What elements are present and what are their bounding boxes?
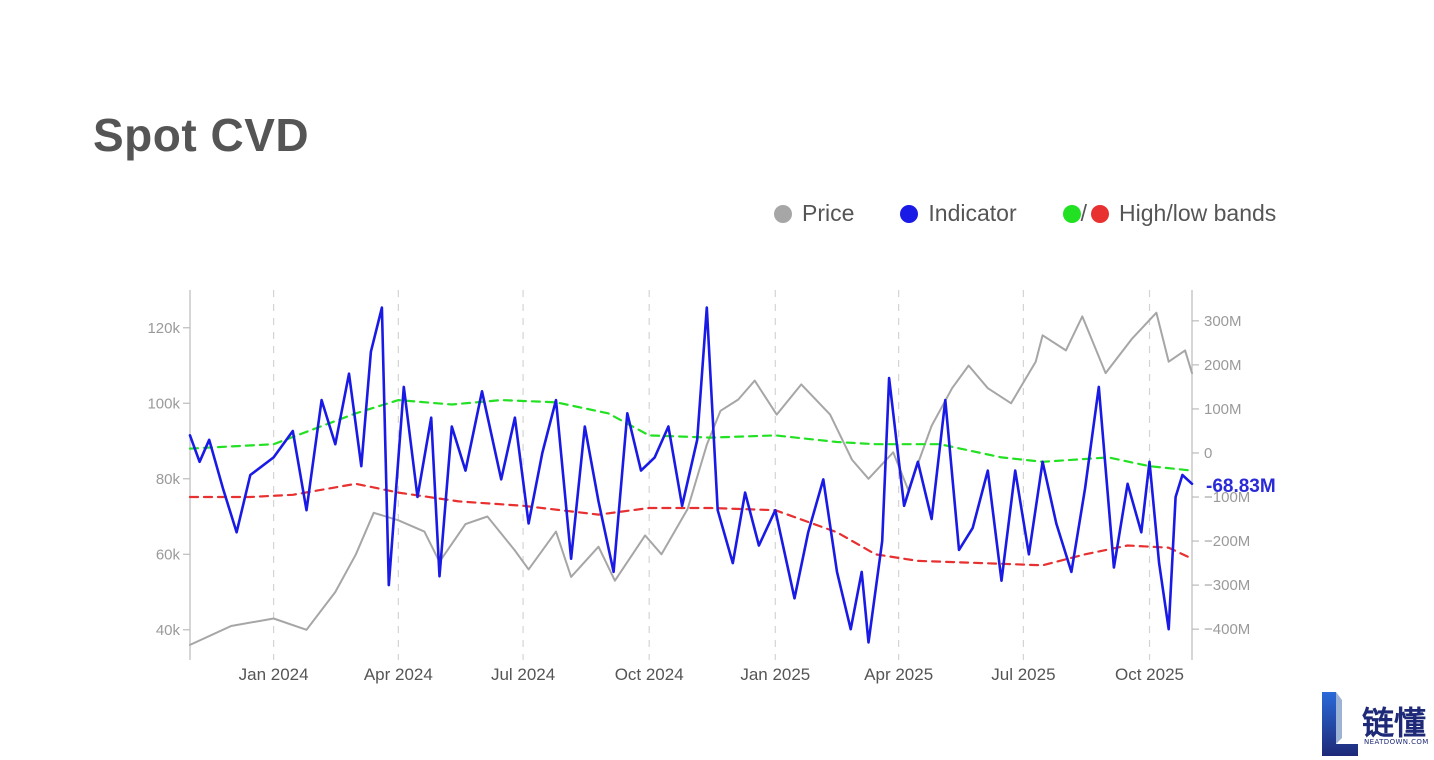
- left-tick-label: 100k: [147, 395, 180, 412]
- series-layer: [188, 306, 1194, 646]
- series-low-band-line: [188, 482, 1194, 567]
- last-value-label: -68.83M: [1206, 476, 1276, 497]
- right-tick-label: 100M: [1204, 401, 1242, 418]
- legend-bands-label: High/low bands: [1119, 200, 1277, 226]
- right-tick-label: −100M: [1204, 489, 1250, 506]
- series-indicator-line: [188, 306, 1194, 644]
- x-tick-label: Apr 2024: [364, 665, 433, 684]
- x-tick-label: Jan 2024: [239, 665, 309, 684]
- x-tick-label: Jan 2025: [740, 665, 810, 684]
- right-tick-label: −300M: [1204, 577, 1250, 594]
- right-tick-label: 0: [1204, 445, 1212, 462]
- axes-layer: [183, 290, 1199, 660]
- legend-price[interactable]: Price: [774, 200, 854, 227]
- indicator-dot-icon: [900, 204, 919, 223]
- grid-layer: [273, 290, 1151, 660]
- legend-bands[interactable]: / High/low bands: [1062, 200, 1277, 227]
- legend-indicator-label: Indicator: [928, 200, 1017, 226]
- left-tick-label: 80k: [156, 471, 181, 488]
- right-tick-label: −200M: [1204, 533, 1250, 550]
- site-logo: 链懂 NEATDOWN.COM: [1320, 690, 1432, 758]
- right-tick-label: 300M: [1204, 313, 1242, 330]
- series-price-line: [189, 311, 1193, 646]
- x-tick-label: Apr 2025: [864, 665, 933, 684]
- chart-legend: Price Indicator / High/low bands: [774, 200, 1276, 227]
- right-tick-label: 200M: [1204, 357, 1242, 374]
- x-tick-label: Oct 2025: [1115, 665, 1184, 684]
- legend-indicator[interactable]: Indicator: [900, 200, 1017, 227]
- x-tick-label: Oct 2024: [615, 665, 684, 684]
- legend-separator: /: [1080, 200, 1088, 226]
- logo-text-cn: 链懂: [1362, 704, 1427, 742]
- neatdown-logo-icon: [1322, 692, 1358, 756]
- price-dot-icon: [774, 204, 792, 223]
- left-tick-label: 120k: [147, 320, 180, 337]
- series-high-band-line: [188, 399, 1194, 472]
- left-tick-label: 40k: [156, 622, 181, 639]
- labels-layer: Jan 2024 Apr 2024 Jul 2024 Oct 2024 Jan 2025…: [147, 313, 1275, 684]
- high-band-dot-icon: [1062, 204, 1081, 223]
- x-tick-label: Jul 2024: [491, 665, 555, 684]
- logo-text-en: NEATDOWN.COM: [1364, 738, 1429, 746]
- legend-price-label: Price: [802, 200, 855, 226]
- low-band-dot-icon: [1091, 204, 1110, 223]
- left-tick-label: 60k: [156, 546, 181, 563]
- x-tick-label: Jul 2025: [991, 665, 1055, 684]
- right-tick-label: −400M: [1204, 621, 1250, 638]
- chart-title: Spot CVD: [93, 109, 310, 161]
